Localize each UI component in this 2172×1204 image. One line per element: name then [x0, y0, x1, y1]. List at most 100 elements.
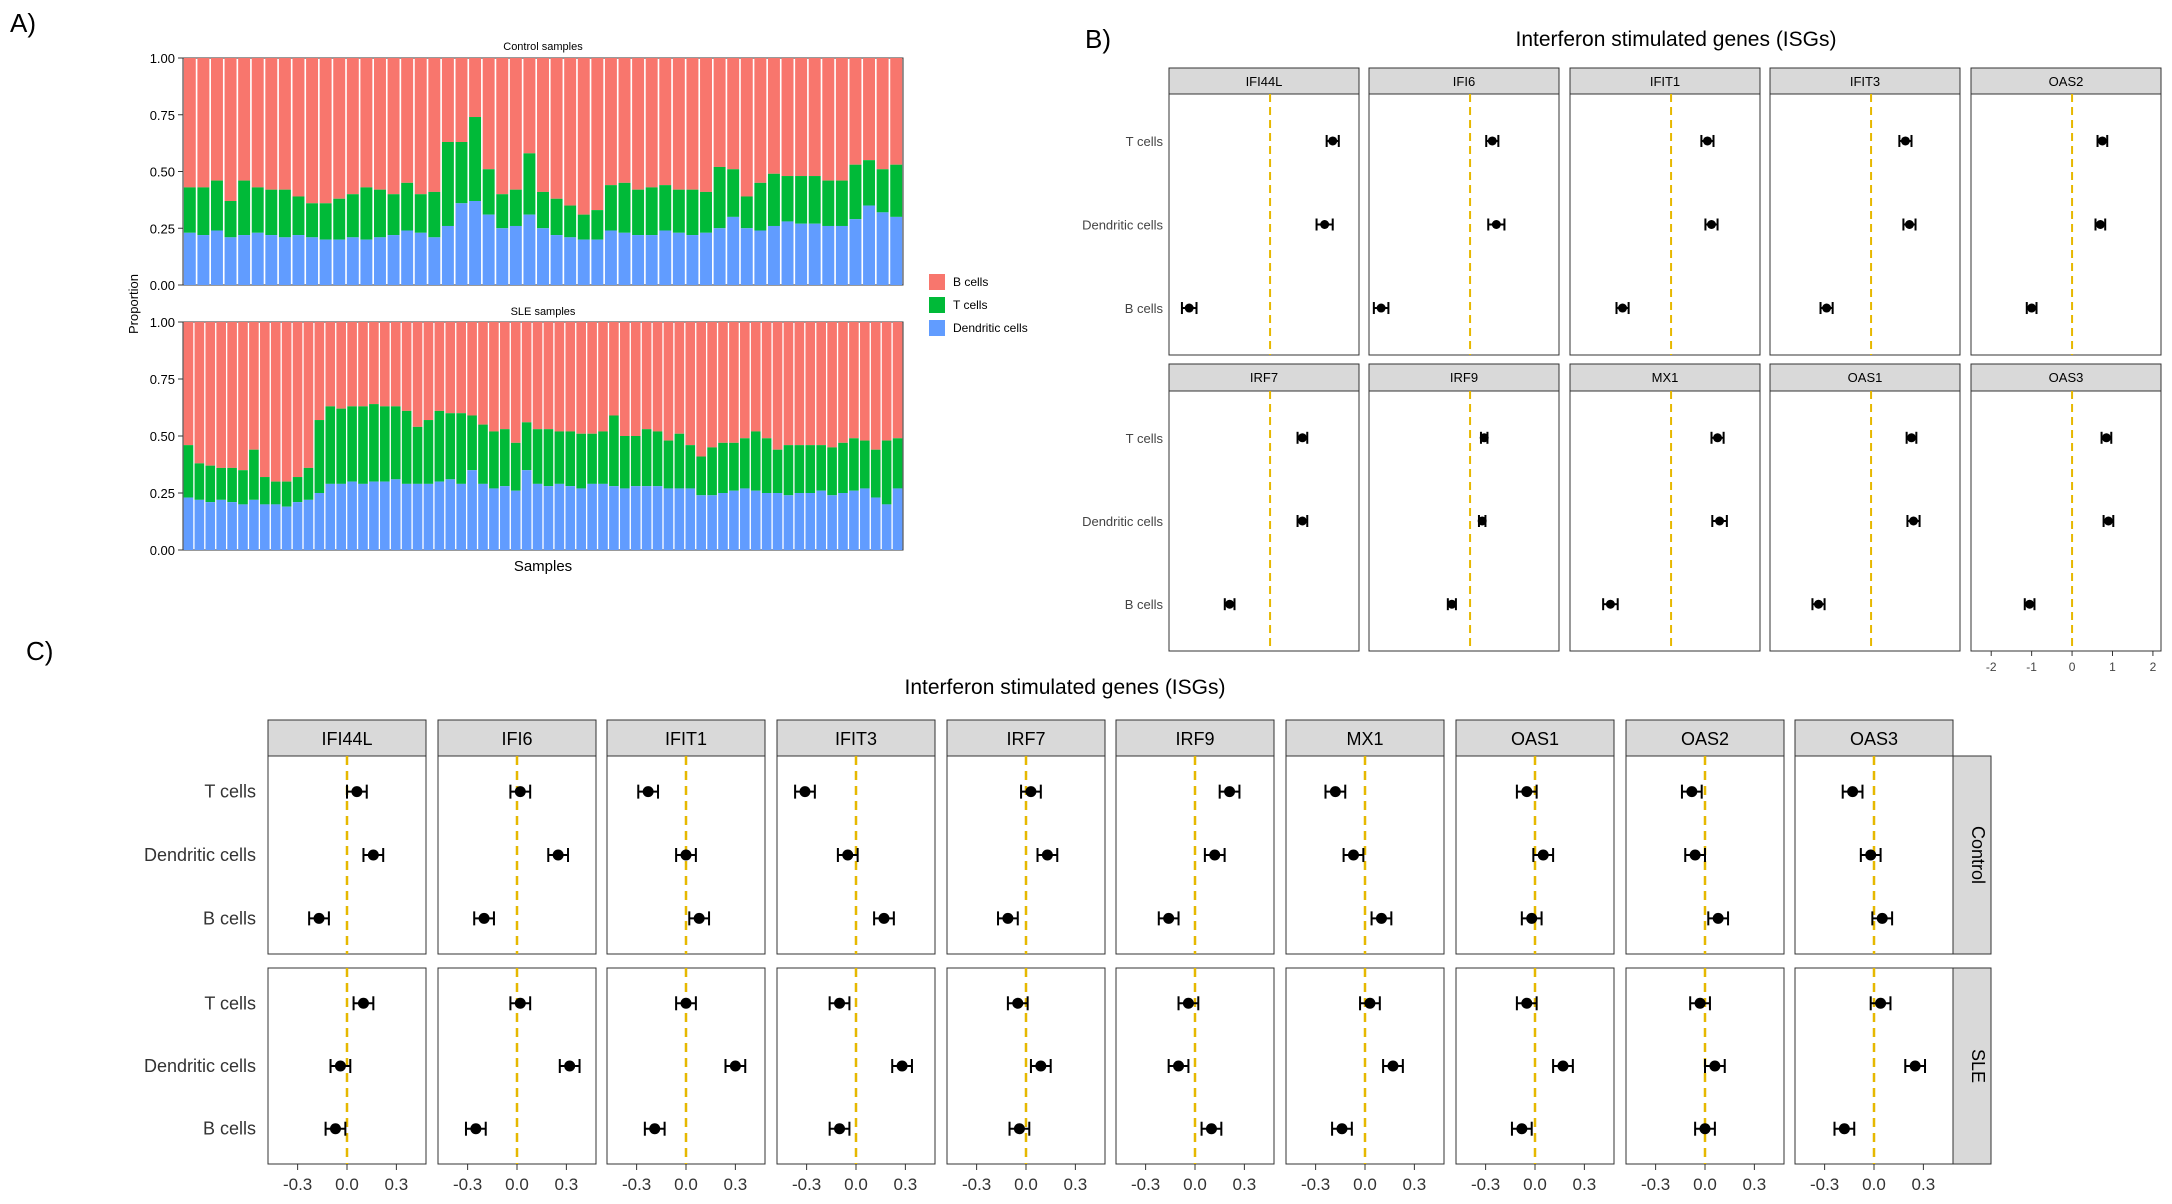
group-strip	[1952, 967, 1992, 1165]
bar-t-cells	[183, 187, 196, 233]
x-tick-label: 1	[2109, 660, 2116, 674]
estimate-point	[478, 912, 490, 924]
bar-t-cells	[532, 429, 543, 484]
estimate-point	[1297, 516, 1307, 526]
bar-t-cells	[860, 440, 870, 489]
bar-b-cells	[358, 322, 368, 407]
bar-t-cells	[700, 191, 712, 233]
legend-key	[929, 274, 945, 290]
bar-t-cells	[227, 467, 237, 503]
bar-t-cells	[325, 406, 336, 484]
bar-dendritic-cells	[876, 212, 889, 285]
bar-dendritic-cells	[270, 504, 281, 550]
bar-b-cells	[822, 58, 835, 181]
estimate-point	[896, 1060, 908, 1072]
bar-b-cells	[423, 322, 434, 421]
x-tick-label: 2	[2150, 660, 2157, 674]
estimate-point	[1225, 599, 1235, 609]
bar-t-cells	[577, 214, 590, 240]
bar-t-cells	[783, 445, 794, 496]
bar-dendritic-cells	[713, 228, 726, 285]
bar-b-cells	[434, 322, 445, 411]
bar-t-cells	[210, 180, 223, 231]
row-label: B cells	[1125, 597, 1164, 612]
bar-b-cells	[870, 322, 881, 450]
x-tick-label: -0.3	[453, 1175, 482, 1194]
bar-t-cells	[554, 431, 565, 484]
bar-dendritic-cells	[336, 483, 346, 550]
bar-t-cells	[652, 431, 663, 487]
bar-b-cells	[509, 58, 522, 190]
bar-b-cells	[194, 322, 205, 464]
bar-b-cells	[314, 322, 325, 421]
bar-b-cells	[543, 322, 554, 430]
bar-b-cells	[510, 322, 521, 443]
bar-dendritic-cells	[496, 228, 509, 285]
estimate-point	[313, 912, 325, 924]
bar-t-cells	[441, 141, 454, 226]
bar-dendritic-cells	[346, 237, 359, 285]
bar-t-cells	[794, 445, 805, 493]
bar-dendritic-cells	[781, 221, 794, 285]
bar-b-cells	[860, 322, 870, 441]
bar-t-cells	[374, 189, 386, 238]
bar-b-cells	[216, 322, 226, 468]
estimate-point	[1814, 599, 1824, 609]
bar-t-cells	[270, 481, 281, 505]
estimate-point	[842, 849, 854, 861]
legend-label: B cells	[953, 275, 988, 289]
bar-b-cells	[632, 58, 645, 190]
estimate-point	[1876, 912, 1888, 924]
bar-t-cells	[550, 198, 563, 236]
bar-b-cells	[523, 58, 536, 154]
estimate-point	[1706, 220, 1716, 229]
bar-t-cells	[663, 440, 674, 489]
bar-dendritic-cells	[521, 470, 532, 550]
x-tick-label: -0.3	[962, 1175, 991, 1194]
bar-t-cells	[645, 187, 658, 236]
legend-label: Dendritic cells	[953, 321, 1028, 335]
bar-b-cells	[620, 322, 630, 436]
bar-dendritic-cells	[434, 481, 445, 550]
bar-t-cells	[205, 465, 216, 503]
facet-frame	[1569, 93, 1761, 356]
bar-b-cells	[496, 58, 509, 195]
bar-dendritic-cells	[772, 493, 783, 550]
facet-gene-label: OAS2	[1681, 729, 1729, 749]
bar-dendritic-cells	[767, 225, 780, 285]
panel-c-forest-plot: IFI44L T cells Dendritic cells B cells T cel…	[144, 719, 1992, 1194]
row-label: Dendritic cells	[1082, 514, 1163, 529]
bar-dendritic-cells	[550, 235, 563, 285]
facet-strip	[1970, 67, 2162, 95]
bar-dendritic-cells	[537, 228, 549, 285]
bar-b-cells	[565, 322, 576, 432]
bar-dendritic-cells	[380, 481, 390, 550]
x-tick-label: 0.0	[1014, 1175, 1038, 1194]
bar-b-cells	[445, 322, 456, 414]
x-tick-label: 0.3	[1912, 1175, 1936, 1194]
bar-dendritic-cells	[783, 495, 794, 550]
bar-dendritic-cells	[194, 499, 205, 550]
y-tick-label: 0.50	[150, 429, 175, 444]
facet-frame	[1970, 93, 2162, 356]
bar-dendritic-cells	[620, 488, 630, 550]
bar-dendritic-cells	[576, 488, 586, 550]
row-label: T cells	[204, 993, 256, 1013]
estimate-point	[334, 1060, 346, 1072]
bar-t-cells	[718, 442, 728, 493]
estimate-point	[1865, 849, 1877, 861]
bar-dendritic-cells	[686, 235, 699, 285]
bar-b-cells	[890, 58, 903, 165]
bar-t-cells	[543, 429, 554, 487]
facet-gene-label: OAS3	[1850, 729, 1898, 749]
bar-t-cells	[216, 467, 226, 500]
bar-b-cells	[564, 58, 577, 206]
bar-t-cells	[805, 445, 816, 493]
x-tick-label: -0.3	[1810, 1175, 1839, 1194]
bar-b-cells	[587, 322, 597, 434]
bar-b-cells	[210, 58, 223, 181]
estimate-point	[2025, 599, 2035, 609]
bar-t-cells	[500, 429, 510, 487]
bar-t-cells	[183, 445, 194, 498]
bar-t-cells	[249, 449, 259, 500]
